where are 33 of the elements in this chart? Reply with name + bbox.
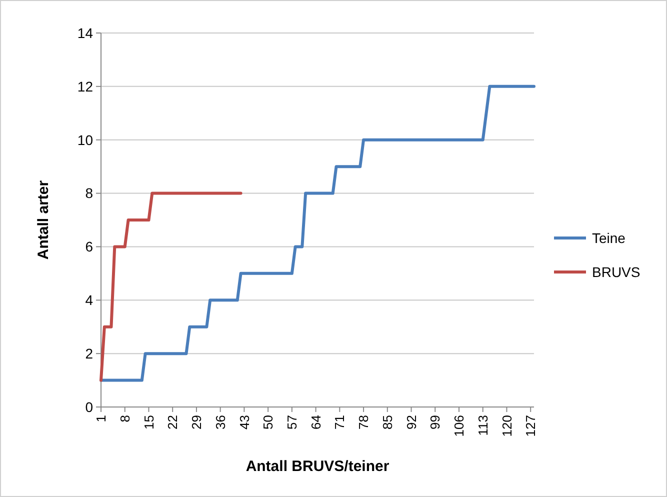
y-tick-label: 4	[85, 292, 94, 308]
y-tick-label: 10	[77, 132, 94, 148]
x-tick-label: 106	[452, 415, 467, 437]
x-axis-title: Antall BRUVS/teiner	[246, 458, 390, 475]
x-tick-label: 92	[404, 415, 419, 430]
x-tick-label: 50	[260, 415, 276, 430]
x-tick-label: 15	[141, 415, 156, 430]
x-tick-label: 120	[499, 415, 514, 437]
y-tick-label: 8	[85, 185, 94, 202]
x-tick-label: 1	[94, 415, 109, 422]
x-tick-label: 43	[236, 415, 252, 430]
y-tick-label: 6	[85, 238, 94, 255]
line-series	[100, 192, 242, 382]
y-tick-label: 12	[77, 78, 94, 94]
x-tick-label: 78	[356, 415, 372, 430]
x-tick-label: 71	[332, 415, 348, 430]
legend-label: Teine	[592, 230, 626, 246]
y-tick-label: 0	[85, 398, 94, 415]
y-tick-label: 2	[85, 345, 94, 362]
x-tick-label: 113	[475, 415, 490, 436]
y-axis-title: Antall arter	[35, 180, 52, 260]
line-series	[100, 84, 536, 382]
x-tick-label: 57	[284, 415, 300, 430]
x-tick-label: 36	[212, 415, 228, 430]
y-tick-label: 14	[77, 24, 94, 41]
x-tick-label: 64	[308, 415, 324, 430]
x-tick-label: 127	[523, 415, 538, 437]
x-tick-label: 85	[380, 415, 395, 430]
x-tick-label: 22	[165, 415, 180, 430]
x-tick-label: 8	[117, 415, 132, 422]
x-tick-label: 29	[189, 415, 204, 430]
x-tick-label: 99	[428, 415, 443, 430]
legend-label: BRUVS	[592, 264, 640, 280]
